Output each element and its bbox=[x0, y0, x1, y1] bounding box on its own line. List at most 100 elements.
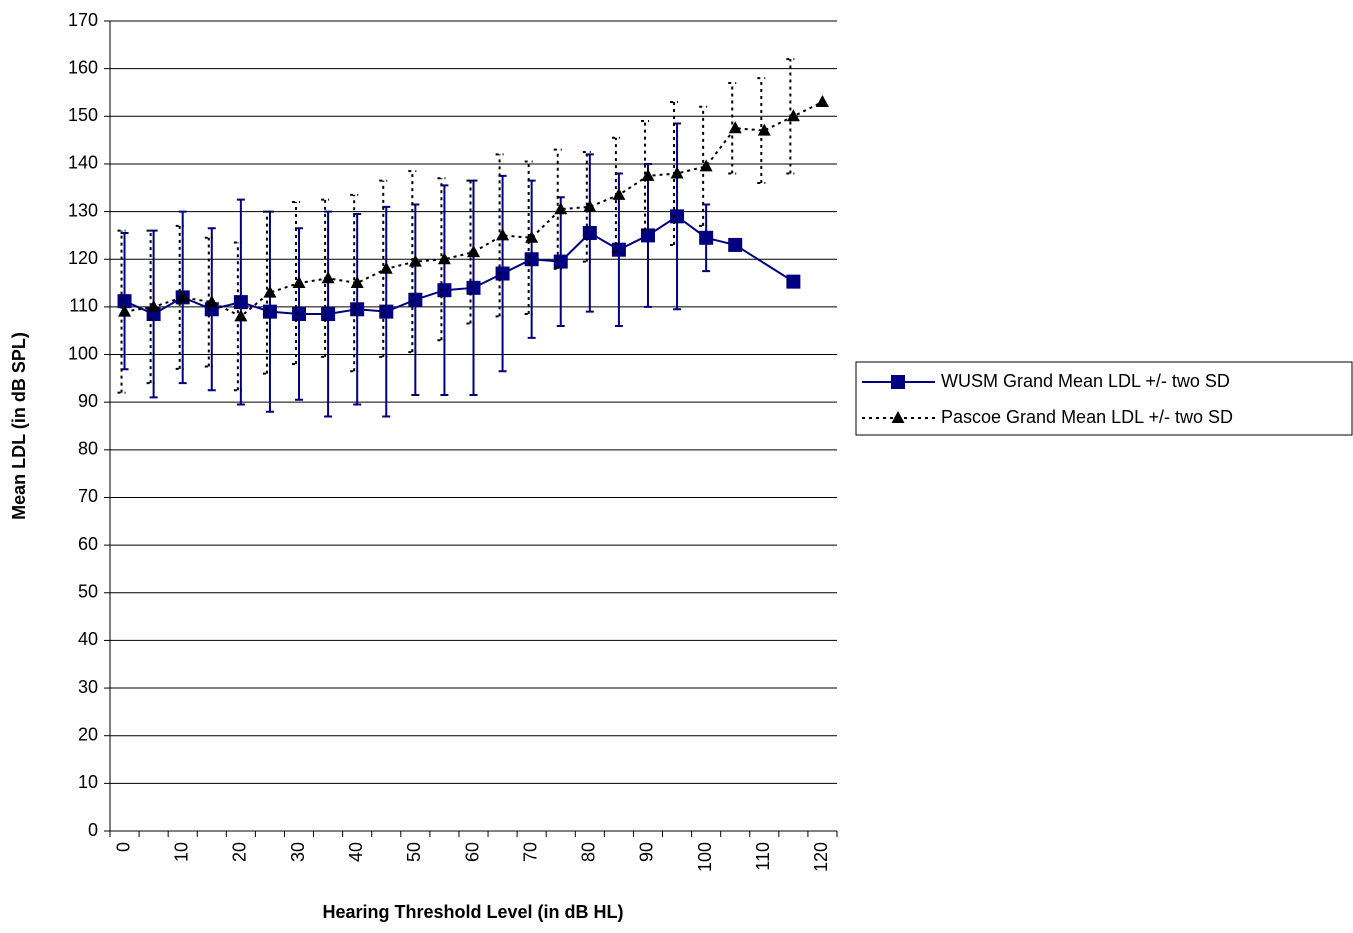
error-bar bbox=[350, 193, 359, 373]
y-tick-label: 110 bbox=[69, 296, 98, 316]
legend-label: WUSM Grand Mean LDL +/- two SD bbox=[941, 371, 1230, 391]
data-point bbox=[524, 252, 539, 267]
y-tick-label: 120 bbox=[68, 248, 98, 268]
data-point bbox=[118, 304, 132, 317]
data-point bbox=[467, 245, 480, 258]
error-bar bbox=[524, 160, 533, 316]
y-tick-label: 30 bbox=[78, 677, 98, 697]
data-point bbox=[640, 228, 655, 243]
data-point bbox=[554, 202, 568, 215]
error-bar bbox=[379, 179, 388, 358]
data-point bbox=[641, 168, 655, 181]
data-point bbox=[234, 309, 248, 322]
x-tick-label: 20 bbox=[230, 842, 250, 862]
data-point bbox=[757, 123, 771, 136]
y-tick-label: 130 bbox=[68, 200, 98, 220]
error-bar bbox=[437, 177, 446, 342]
data-point bbox=[292, 276, 306, 289]
error-bar bbox=[728, 81, 737, 175]
legend-marker bbox=[891, 375, 905, 389]
x-tick-label: 110 bbox=[753, 842, 773, 871]
data-point bbox=[786, 274, 801, 289]
y-tick-label: 10 bbox=[78, 772, 98, 792]
y-tick-label: 60 bbox=[78, 534, 98, 554]
data-point bbox=[262, 304, 277, 319]
data-point bbox=[670, 166, 684, 179]
data-point bbox=[350, 276, 364, 289]
y-tick-label: 50 bbox=[78, 582, 98, 602]
data-point bbox=[321, 271, 335, 284]
data-point bbox=[670, 209, 685, 224]
data-point bbox=[495, 266, 510, 281]
error-bar bbox=[292, 201, 301, 366]
error-bar bbox=[582, 151, 591, 263]
y-tick-label: 90 bbox=[78, 391, 98, 411]
data-point bbox=[233, 295, 248, 310]
x-tick-label: 60 bbox=[462, 842, 482, 862]
x-tick-label: 120 bbox=[811, 842, 831, 872]
error-bar bbox=[408, 170, 417, 354]
series-line-gap bbox=[734, 244, 794, 283]
error-bar bbox=[553, 148, 562, 270]
data-point bbox=[466, 280, 481, 295]
data-point bbox=[321, 307, 336, 322]
error-bar bbox=[117, 229, 126, 394]
y-tick-label: 160 bbox=[68, 57, 98, 77]
y-axis-title: Mean LDL (in dB SPL) bbox=[9, 332, 29, 520]
legend-box bbox=[855, 361, 1353, 436]
y-tick-label: 20 bbox=[78, 724, 98, 744]
data-point bbox=[699, 230, 714, 245]
data-point bbox=[292, 307, 307, 322]
x-tick-label: 10 bbox=[171, 842, 191, 862]
error-bar bbox=[262, 210, 271, 375]
error-bar bbox=[757, 77, 766, 184]
x-axis-title: Hearing Threshold Level (in dB HL) bbox=[322, 902, 623, 922]
error-bar bbox=[233, 241, 242, 392]
y-tick-label: 70 bbox=[78, 486, 98, 506]
data-point bbox=[612, 187, 626, 200]
data-point bbox=[553, 254, 568, 269]
data-point bbox=[525, 230, 539, 243]
y-tick-label: 40 bbox=[78, 629, 98, 649]
x-tick-label: 0 bbox=[113, 842, 133, 852]
data-point bbox=[379, 261, 393, 274]
data-point bbox=[786, 109, 800, 122]
y-tick-label: 80 bbox=[78, 439, 98, 459]
data-point bbox=[699, 159, 713, 172]
data-point bbox=[263, 285, 277, 298]
data-point bbox=[728, 237, 743, 252]
legend-marker bbox=[891, 411, 905, 423]
error-bar bbox=[699, 105, 708, 227]
x-tick-label: 80 bbox=[579, 842, 599, 862]
data-point bbox=[815, 95, 829, 107]
data-point bbox=[437, 283, 452, 298]
data-point bbox=[582, 226, 597, 241]
y-tick-label: 170 bbox=[68, 10, 98, 30]
legend-label: Pascoe Grand Mean LDL +/- two SD bbox=[941, 407, 1233, 427]
x-tick-label: 50 bbox=[404, 842, 424, 862]
error-bar bbox=[640, 120, 649, 232]
y-tick-label: 100 bbox=[68, 343, 98, 363]
data-point bbox=[437, 252, 451, 265]
data-point bbox=[583, 199, 597, 212]
data-point bbox=[117, 294, 132, 309]
y-tick-label: 140 bbox=[68, 153, 98, 173]
data-point bbox=[147, 299, 161, 312]
x-tick-label: 90 bbox=[637, 842, 657, 862]
data-point bbox=[205, 295, 219, 308]
y-tick-label: 0 bbox=[88, 820, 98, 840]
series-line bbox=[124, 215, 736, 316]
data-point bbox=[408, 254, 422, 267]
data-point bbox=[496, 228, 510, 241]
error-bar bbox=[495, 153, 504, 318]
data-point bbox=[611, 242, 626, 257]
data-point bbox=[408, 292, 423, 307]
error-bar bbox=[146, 229, 155, 385]
x-tick-label: 40 bbox=[346, 842, 366, 862]
x-tick-label: 30 bbox=[288, 842, 308, 862]
data-point bbox=[379, 304, 394, 319]
y-tick-label: 150 bbox=[68, 105, 98, 125]
x-tick-label: 100 bbox=[695, 842, 715, 872]
data-point bbox=[350, 302, 365, 317]
